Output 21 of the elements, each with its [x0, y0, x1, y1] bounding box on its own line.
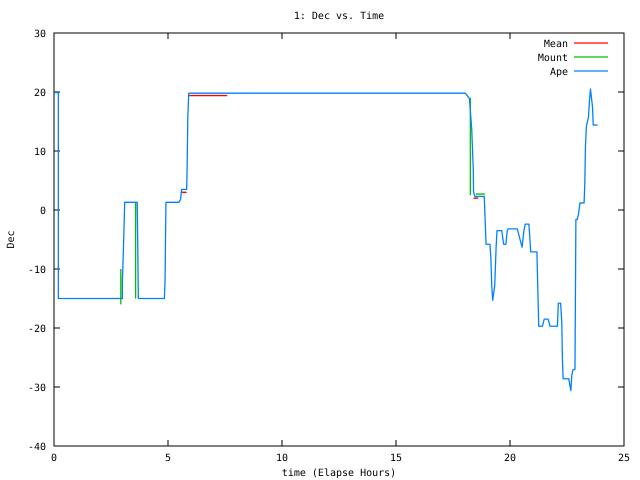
line-series [53, 88, 598, 392]
legend-label: Mean [544, 39, 568, 50]
legend-label: Mount [538, 53, 568, 64]
y-tick-label: 30 [34, 29, 46, 40]
y-axis-title: Dec [6, 230, 17, 249]
x-axis-title: time (Elapse Hours) [282, 468, 396, 479]
x-tick-label: 5 [164, 453, 172, 464]
chart-title: 1: Dec vs. Time [294, 11, 384, 22]
y-tick-label: 20 [34, 88, 46, 99]
y-tick-label: -30 [28, 383, 46, 394]
y-tick-label: -20 [28, 324, 46, 335]
x-tick-label: 15 [390, 453, 402, 464]
x-tick-label: 25 [618, 453, 630, 464]
x-tick-label: 0 [50, 453, 58, 464]
y-tick-label: 0 [40, 206, 46, 217]
legend-label: Ape [550, 67, 568, 78]
x-tick-label: 10 [276, 453, 288, 464]
y-tick-label: -10 [28, 265, 46, 276]
y-tick-label: 10 [34, 147, 46, 158]
x-tick-label: 20 [504, 453, 516, 464]
y-tick-label: -40 [28, 442, 46, 453]
